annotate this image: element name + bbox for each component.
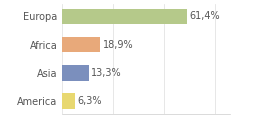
Bar — [62, 65, 89, 81]
Bar — [62, 37, 100, 52]
Bar — [62, 9, 187, 24]
Text: 6,3%: 6,3% — [77, 96, 101, 106]
Text: 18,9%: 18,9% — [103, 40, 133, 50]
Bar — [62, 93, 74, 109]
Text: 61,4%: 61,4% — [190, 11, 220, 21]
Text: 13,3%: 13,3% — [91, 68, 122, 78]
